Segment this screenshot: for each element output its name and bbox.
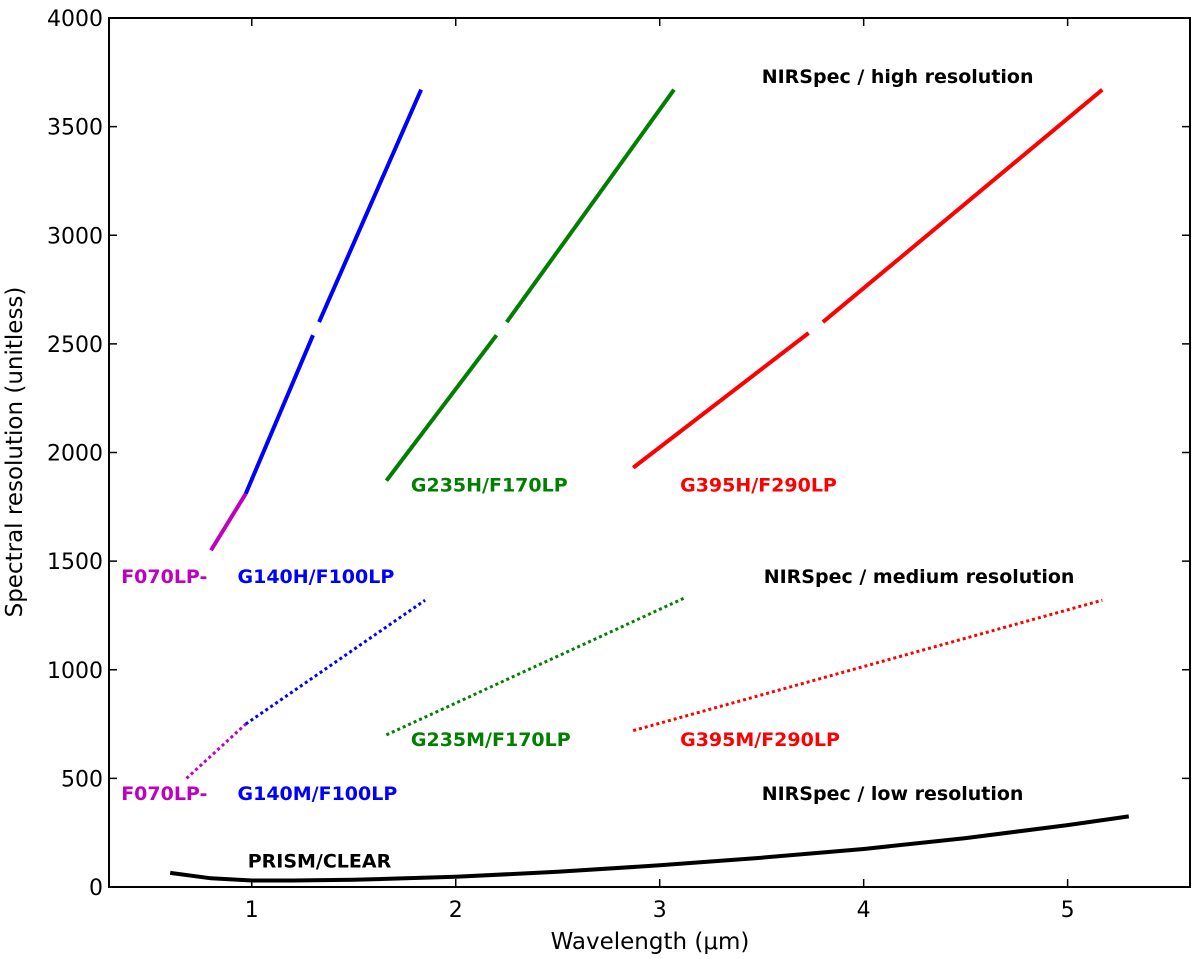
y-tick-label: 4000	[47, 7, 103, 32]
annotation-label: G395H/F290LP	[680, 475, 837, 497]
y-axis-label: Spectral resolution (unitless)	[2, 287, 28, 618]
series-line-g235m-f170lp	[385, 596, 685, 737]
x-tick-label: 2	[449, 898, 463, 923]
y-tick-label: 1500	[47, 550, 103, 575]
x-tick-label: 3	[653, 898, 667, 923]
series-line-g140m-f100lp	[244, 598, 426, 726]
series-line-g235h-f170lp-part2	[505, 88, 676, 324]
annotation-label: G395M/F290LP	[680, 729, 840, 751]
series-line-g140h-f100lp-part2	[317, 88, 423, 323]
plot-frame	[108, 17, 1191, 888]
annotation-label: PRISM/CLEAR	[248, 850, 392, 872]
x-tick-label: 4	[857, 898, 871, 923]
annotation-label: NIRSpec / high resolution	[762, 66, 1034, 88]
annotation-label: G235H/F170LP	[411, 475, 568, 497]
y-tick-label: 3500	[47, 116, 103, 141]
y-tick-label: 0	[89, 876, 103, 901]
series-layer	[169, 88, 1130, 883]
x-axis-label: Wavelength (μm)	[551, 929, 750, 955]
y-tick-label: 2000	[47, 442, 103, 467]
series-line-g395m-f290lp	[632, 598, 1103, 733]
annotation-label: NIRSpec / medium resolution	[764, 566, 1075, 588]
series-line-g140m-f070lp	[185, 722, 247, 780]
series-line-g395h-f290lp-part1	[631, 331, 810, 470]
y-tick-label: 2500	[47, 333, 103, 358]
annotation-label: G235M/F170LP	[411, 729, 571, 751]
annotation-layer: NIRSpec / high resolution G235H/F170LP G39…	[121, 66, 1074, 872]
annotation-label: G140M/F100LP	[238, 783, 398, 805]
x-tick-label: 5	[1061, 898, 1075, 923]
annotation-label: G140H/F100LP	[238, 566, 395, 588]
annotation-label: F070LP-	[121, 783, 207, 805]
series-line-g235h-f170lp-part1	[384, 333, 499, 482]
annotation-label: F070LP-	[121, 566, 207, 588]
x-tick-label: 1	[245, 898, 259, 923]
annotation-label: NIRSpec / low resolution	[762, 783, 1024, 805]
series-line-g140h-f070lp	[209, 492, 248, 552]
series-line-g395h-f290lp-part2	[821, 88, 1104, 324]
y-tick-label: 500	[61, 767, 103, 792]
y-tick-label: 3000	[47, 224, 103, 249]
y-tick-label: 1000	[47, 659, 103, 684]
axes-layer: 1 2 3 4 5 0 500 1000 1500 2000 2500 3000 3500 4000	[47, 7, 1191, 923]
series-line-g140h-f100lp-part1	[243, 334, 315, 495]
